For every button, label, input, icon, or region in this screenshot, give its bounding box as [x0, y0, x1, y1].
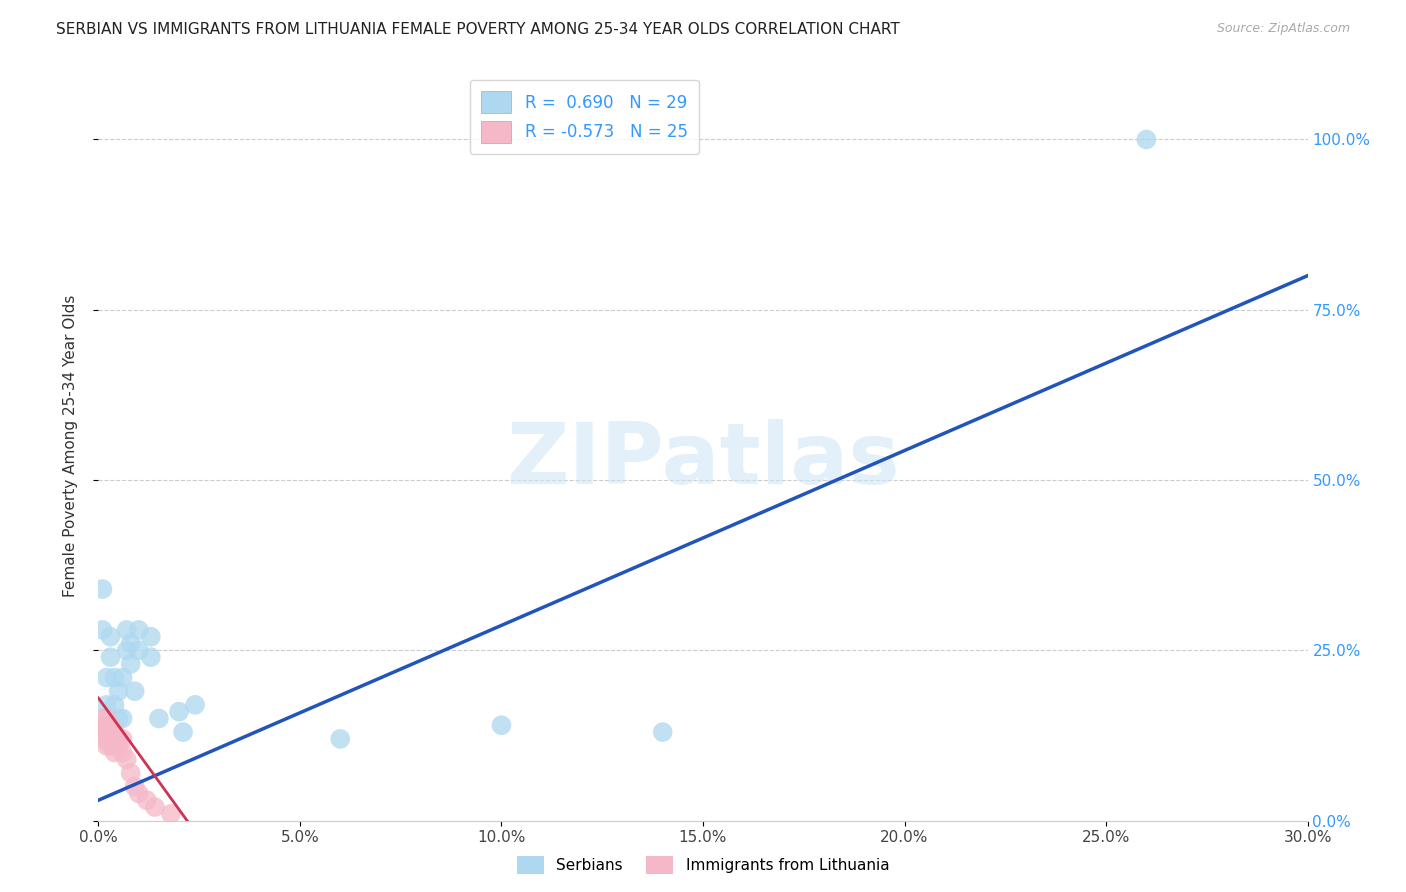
Point: [120, 766, 142, 780]
Y-axis label: Female Poverty Among 25-34 Year Olds: Female Poverty Among 25-34 Year Olds: [63, 295, 77, 597]
Point: [111, 671, 134, 685]
Point: [107, 711, 129, 725]
Point: [1135, 132, 1157, 146]
Point: [91, 718, 114, 732]
Point: [107, 684, 129, 698]
Point: [115, 623, 138, 637]
Text: ZIPatlas: ZIPatlas: [506, 419, 900, 502]
Point: [91, 711, 114, 725]
Point: [111, 711, 134, 725]
Point: [128, 786, 150, 800]
Point: [96, 698, 118, 712]
Text: SERBIAN VS IMMIGRANTS FROM LITHUANIA FEMALE POVERTY AMONG 25-34 YEAR OLDS CORREL: SERBIAN VS IMMIGRANTS FROM LITHUANIA FEM…: [56, 22, 900, 37]
Point: [120, 636, 142, 650]
Point: [172, 725, 194, 739]
Point: [100, 718, 122, 732]
Point: [91, 731, 114, 746]
Point: [111, 746, 134, 760]
Point: [107, 731, 129, 746]
Point: [491, 718, 513, 732]
Point: [103, 739, 125, 753]
Point: [143, 800, 166, 814]
Point: [107, 739, 129, 753]
Point: [103, 746, 125, 760]
Point: [124, 780, 146, 794]
Point: [91, 582, 114, 596]
Point: [96, 671, 118, 685]
Point: [148, 711, 170, 725]
Point: [111, 731, 134, 746]
Legend: R =  0.690   N = 29, R = -0.573   N = 25: R = 0.690 N = 29, R = -0.573 N = 25: [470, 79, 699, 154]
Point: [96, 725, 118, 739]
Point: [100, 739, 122, 753]
Point: [184, 698, 207, 712]
Point: [103, 698, 125, 712]
Point: [160, 806, 183, 821]
Point: [91, 623, 114, 637]
Point: [167, 705, 190, 719]
Point: [96, 739, 118, 753]
Point: [329, 731, 352, 746]
Legend: Serbians, Immigrants from Lithuania: Serbians, Immigrants from Lithuania: [510, 850, 896, 880]
Point: [139, 650, 162, 665]
Point: [115, 752, 138, 766]
Point: [128, 623, 150, 637]
Point: [115, 643, 138, 657]
Point: [103, 671, 125, 685]
Point: [100, 630, 122, 644]
Point: [135, 793, 157, 807]
Point: [124, 684, 146, 698]
Point: [139, 630, 162, 644]
Point: [103, 725, 125, 739]
Text: Source: ZipAtlas.com: Source: ZipAtlas.com: [1216, 22, 1350, 36]
Point: [91, 725, 114, 739]
Point: [96, 731, 118, 746]
Point: [100, 731, 122, 746]
Point: [96, 711, 118, 725]
Point: [100, 650, 122, 665]
Point: [120, 657, 142, 671]
Point: [651, 725, 673, 739]
Point: [128, 643, 150, 657]
